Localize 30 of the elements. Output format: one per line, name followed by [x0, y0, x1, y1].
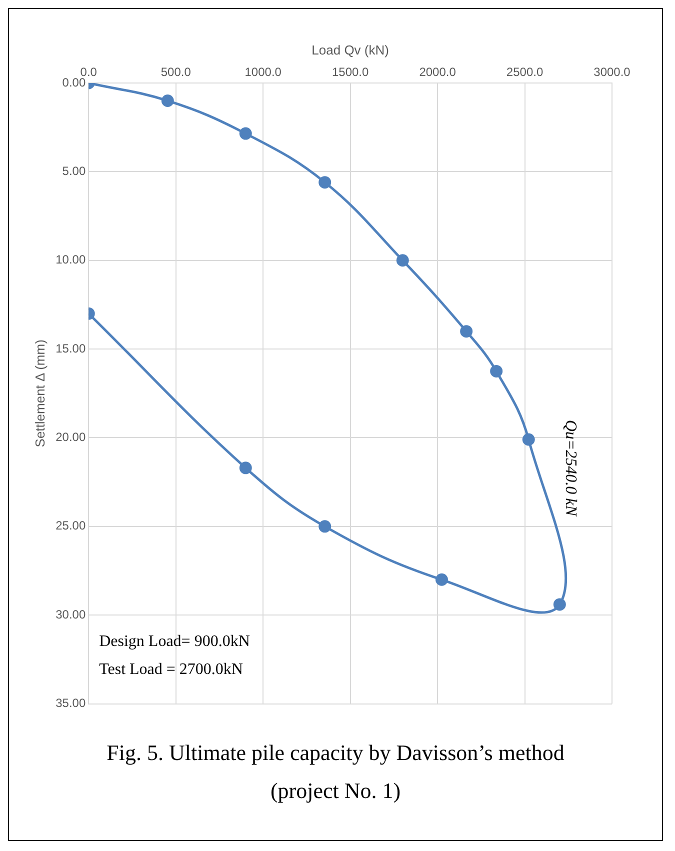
- point: [522, 433, 535, 446]
- annotation: Design Load= 900.0kN: [99, 632, 250, 650]
- y-tick-label: 30.00: [56, 607, 86, 622]
- x-tick-label: 2000.0: [419, 65, 456, 80]
- x-tick-label: 1000.0: [244, 65, 282, 80]
- point: [239, 462, 252, 474]
- caption: Fig. 5. Ultimate pile capacity by Davisson’s method (project No. 1): [106, 739, 566, 805]
- y-tick-label: 15.00: [56, 341, 86, 356]
- y-axis-title: Settlement Δ (mm): [32, 340, 48, 448]
- point: [396, 254, 409, 267]
- y-tick-label: 5.00: [62, 164, 86, 178]
- x-tick-label: 2500.0: [506, 65, 544, 80]
- point: [435, 573, 448, 586]
- x-axis-title: Load Qv (kN): [312, 42, 389, 58]
- y-tick-label: 25.00: [56, 518, 86, 533]
- x-tick-label: 1500.0: [332, 65, 369, 80]
- point: [490, 364, 503, 378]
- x-tick-label: 3000.0: [594, 65, 631, 80]
- point: [460, 325, 473, 338]
- point: [318, 520, 332, 533]
- y-tick-label: 35.00: [56, 696, 86, 710]
- y-tick-label: 10.00: [56, 252, 86, 267]
- y-tick-label: 20.00: [56, 430, 86, 444]
- point: [553, 598, 566, 611]
- annotation: Qu=2540.0 kN: [562, 420, 579, 518]
- x-tick-label: 500.0: [160, 65, 192, 80]
- annotation: Test Load = 2700.0kN: [99, 660, 244, 678]
- point: [161, 94, 174, 107]
- point: [239, 127, 252, 140]
- point: [318, 176, 332, 189]
